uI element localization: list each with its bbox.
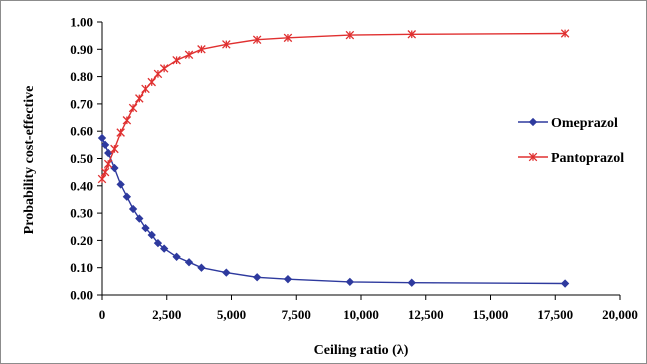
data-point-omeprazol [135, 214, 144, 223]
data-point-pantoprazol [407, 30, 417, 39]
y-tick-label: 0.00 [70, 288, 93, 303]
data-point-omeprazol [128, 204, 138, 214]
y-tick-label: 0.30 [70, 206, 93, 221]
data-point-omeprazol [172, 252, 181, 261]
series-line-omeprazol [101, 137, 566, 285]
data-point-pantoprazol [172, 55, 181, 65]
data-point-omeprazol [252, 273, 262, 282]
x-tick-label: 12,500 [408, 307, 444, 322]
data-point-pantoprazol [197, 45, 206, 54]
x-tick-label: 10,000 [343, 307, 379, 322]
x-axis-ticks: 0 2,500 5,000 7,500 10,000 12,500 15,000 17,500… [99, 295, 638, 322]
data-point-pantoprazol [141, 84, 150, 94]
data-point-omeprazol [345, 277, 355, 287]
series-layer [97, 29, 570, 288]
data-point-omeprazol [141, 223, 150, 233]
x-tick-label: 20,000 [602, 307, 638, 322]
data-point-omeprazol [560, 279, 570, 288]
y-tick-label: 0.40 [70, 178, 93, 193]
data-point-omeprazol [122, 192, 132, 201]
series-line-pantoprazol [101, 32, 566, 180]
data-point-omeprazol [147, 230, 156, 240]
x-tick-label: 7,500 [282, 307, 311, 322]
data-point-omeprazol [407, 278, 416, 287]
y-tick-label: 0.50 [70, 151, 93, 166]
legend-item-omeprazol: Omeprazol [518, 116, 618, 131]
y-tick-label: 0.60 [70, 124, 93, 139]
data-point-pantoprazol [122, 116, 132, 125]
data-point-omeprazol [159, 244, 169, 253]
data-point-omeprazol [283, 275, 293, 284]
data-point-omeprazol [184, 258, 194, 267]
data-point-omeprazol [100, 140, 110, 150]
data-point-pantoprazol [97, 174, 107, 184]
y-tick-label: 0.70 [70, 96, 93, 111]
data-point-omeprazol [104, 148, 113, 158]
data-point-pantoprazol [252, 35, 262, 45]
data-point-pantoprazol [184, 50, 194, 60]
data-point-pantoprazol [116, 128, 125, 137]
y-tick-label: 0.80 [70, 69, 93, 84]
data-point-pantoprazol [345, 30, 355, 40]
data-point-pantoprazol [222, 40, 231, 49]
legend-swatch-marker [528, 152, 538, 162]
series-pantoprazol [97, 29, 570, 184]
x-tick-label: 0 [99, 307, 106, 322]
y-axis-ticks: 0.00 0.10 0.20 0.30 0.40 0.50 0.60 0.70 0.80 0.90… [70, 15, 102, 303]
y-axis-title: Probability cost-effective [22, 86, 37, 235]
x-tick-label: 2,500 [152, 307, 181, 322]
series-omeprazol [97, 133, 570, 288]
data-point-omeprazol [97, 133, 107, 143]
data-point-pantoprazol [128, 103, 138, 113]
x-axis-title: Ceiling ratio (λ) [314, 343, 409, 358]
data-point-pantoprazol [110, 144, 119, 154]
data-point-omeprazol [197, 263, 206, 272]
data-point-pantoprazol [100, 167, 110, 177]
data-point-pantoprazol [147, 77, 156, 87]
y-tick-label: 1.00 [70, 15, 93, 30]
x-tick-label: 15,000 [473, 307, 509, 322]
data-point-pantoprazol [560, 29, 570, 38]
legend-swatch-marker [528, 117, 538, 127]
data-point-omeprazol [110, 163, 119, 173]
data-point-pantoprazol [283, 33, 293, 43]
y-tick-label: 0.20 [70, 233, 93, 248]
y-tick-label: 0.10 [70, 260, 93, 275]
legend-label-pantoprazol: Pantoprazol [551, 151, 624, 166]
legend-item-pantoprazol: Pantoprazol [518, 151, 624, 166]
data-point-pantoprazol [135, 94, 144, 103]
y-tick-label: 0.90 [70, 42, 93, 57]
data-point-omeprazol [116, 180, 125, 189]
data-point-omeprazol [222, 268, 231, 277]
data-point-pantoprazol [159, 64, 169, 73]
x-tick-label: 5,000 [217, 307, 246, 322]
legend: Omeprazol Pantoprazol [518, 116, 624, 166]
data-point-pantoprazol [103, 159, 113, 169]
x-tick-label: 17,500 [537, 307, 573, 322]
legend-label-omeprazol: Omeprazol [551, 116, 618, 131]
data-point-omeprazol [153, 238, 163, 248]
